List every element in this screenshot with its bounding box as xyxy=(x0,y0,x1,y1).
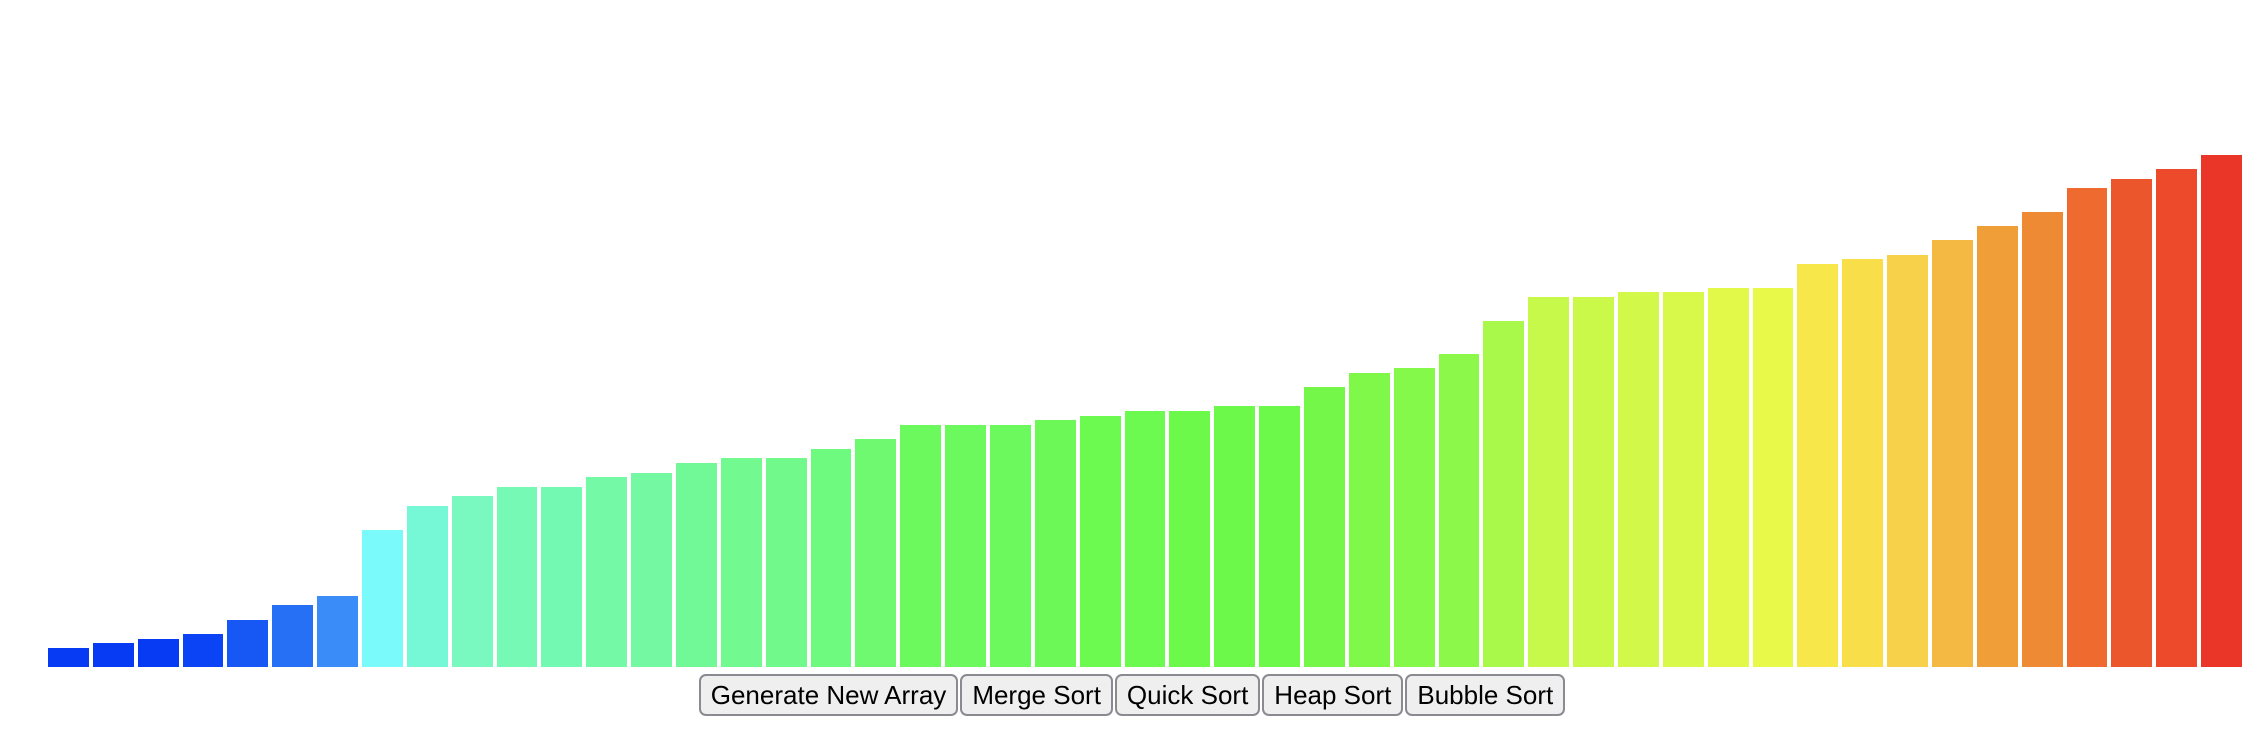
array-bar xyxy=(1214,406,1256,667)
array-bar xyxy=(1304,387,1345,667)
array-bar xyxy=(1618,292,1659,667)
array-bar xyxy=(1393,368,1435,667)
quick-sort-button[interactable]: Quick Sort xyxy=(1114,674,1261,716)
array-bar xyxy=(451,496,493,667)
array-bar xyxy=(990,425,1031,667)
array-bar xyxy=(855,439,897,667)
array-bar xyxy=(1707,288,1749,667)
array-bar xyxy=(1573,297,1614,667)
array-bar xyxy=(1976,226,2018,667)
array-bar xyxy=(541,487,583,667)
array-bar xyxy=(631,473,672,667)
heap-sort-button[interactable]: Heap Sort xyxy=(1262,674,1404,716)
array-bar xyxy=(2021,212,2063,667)
array-bar xyxy=(2201,155,2242,667)
array-bar xyxy=(317,596,358,667)
array-bar xyxy=(406,506,448,667)
array-bar xyxy=(765,458,807,667)
array-bar xyxy=(1259,406,1300,667)
bubble-sort-button[interactable]: Bubble Sort xyxy=(1405,674,1566,716)
array-bar xyxy=(1752,288,1794,667)
array-bar xyxy=(720,458,762,667)
array-bar xyxy=(1662,292,1704,667)
array-bar xyxy=(182,634,224,667)
array-bar xyxy=(1438,354,1480,667)
array-bar xyxy=(1528,297,1570,667)
array-bar xyxy=(810,449,852,667)
array-bar xyxy=(1169,411,1211,667)
array-bar xyxy=(1932,240,1973,667)
generate-new-array-button[interactable]: Generate New Array xyxy=(698,674,959,716)
array-bar xyxy=(137,639,179,667)
array-bar xyxy=(586,477,628,667)
array-bar xyxy=(2111,179,2153,667)
array-bar xyxy=(1887,255,1928,667)
controls-bar: Generate New Array Merge Sort Quick Sort… xyxy=(0,674,2264,716)
array-bar xyxy=(272,605,314,667)
array-bar xyxy=(48,648,89,667)
array-bar xyxy=(676,463,717,667)
array-bar xyxy=(227,620,269,667)
array-bar xyxy=(2066,188,2108,667)
array-bar xyxy=(2156,169,2198,667)
array-bar xyxy=(92,643,134,667)
array-visualizer xyxy=(48,155,2242,667)
array-bar xyxy=(1034,420,1076,667)
array-bar xyxy=(1797,264,1839,667)
array-bar xyxy=(1842,259,1884,667)
array-bar xyxy=(496,487,538,667)
array-bar xyxy=(945,425,986,667)
array-bar xyxy=(1124,411,1166,667)
array-bar xyxy=(1483,321,1525,667)
array-bar xyxy=(362,530,403,667)
array-bar xyxy=(1348,373,1390,667)
array-bar xyxy=(900,425,942,667)
merge-sort-button[interactable]: Merge Sort xyxy=(960,674,1113,716)
array-bar xyxy=(1079,416,1121,667)
